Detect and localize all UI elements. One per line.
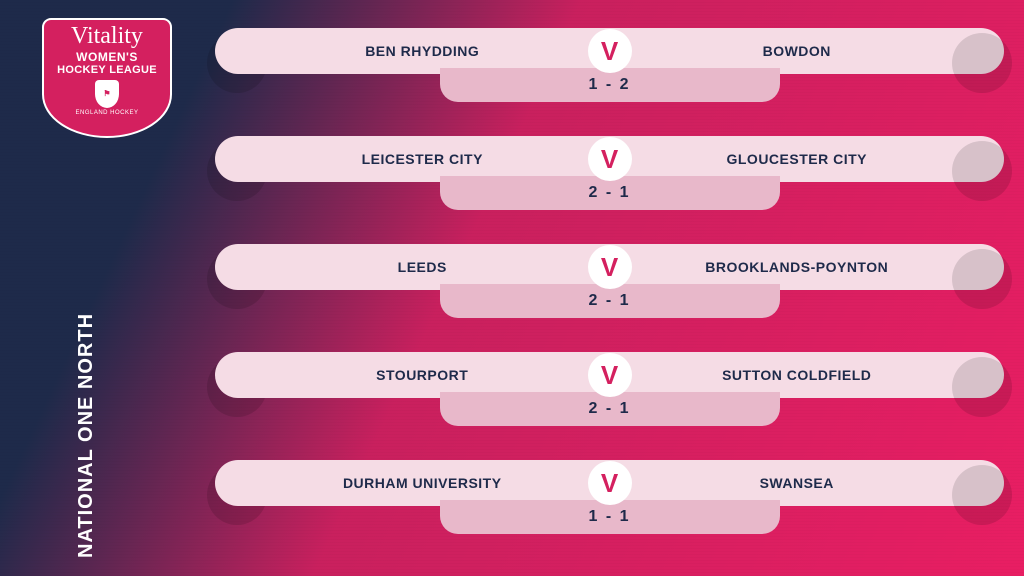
home-team: STOURPORT	[215, 367, 610, 383]
decor-disc-right	[952, 249, 1012, 309]
match-list: BEN RHYDDING BOWDON V 1 - 2 LEICESTER CI…	[215, 28, 1004, 530]
logo-shield: Vitality WOMEN'S HOCKEY LEAGUE ⚑ ENGLAND…	[42, 18, 172, 138]
decor-disc-right	[952, 33, 1012, 93]
home-team: DURHAM UNIVERSITY	[215, 475, 610, 491]
score: 2 - 1	[440, 176, 780, 210]
away-team: GLOUCESTER CITY	[610, 151, 1005, 167]
league-logo: Vitality WOMEN'S HOCKEY LEAGUE ⚑ ENGLAND…	[42, 18, 172, 138]
away-team: SWANSEA	[610, 475, 1005, 491]
logo-line2: HOCKEY LEAGUE	[44, 64, 170, 76]
home-team: LEICESTER CITY	[215, 151, 610, 167]
versus-badge: V	[588, 29, 632, 73]
versus-badge: V	[588, 137, 632, 181]
logo-brand-script: Vitality	[44, 26, 170, 48]
away-team: BOWDON	[610, 43, 1005, 59]
versus-badge: V	[588, 245, 632, 289]
match-row: STOURPORT SUTTON COLDFIELD V 2 - 1	[215, 352, 1004, 422]
away-team: BROOKLANDS-POYNTON	[610, 259, 1005, 275]
decor-disc-right	[952, 141, 1012, 201]
away-team: SUTTON COLDFIELD	[610, 367, 1005, 383]
logo-crest-icon: ⚑	[95, 80, 119, 108]
versus-badge: V	[588, 461, 632, 505]
score: 2 - 1	[440, 392, 780, 426]
home-team: LEEDS	[215, 259, 610, 275]
match-row: DURHAM UNIVERSITY SWANSEA V 1 - 1	[215, 460, 1004, 530]
home-team: BEN RHYDDING	[215, 43, 610, 59]
match-row: LEEDS BROOKLANDS-POYNTON V 2 - 1	[215, 244, 1004, 314]
score: 1 - 1	[440, 500, 780, 534]
match-row: BEN RHYDDING BOWDON V 1 - 2	[215, 28, 1004, 98]
score: 2 - 1	[440, 284, 780, 318]
score: 1 - 2	[440, 68, 780, 102]
heading-sub: NATIONAL ONE NORTH	[75, 313, 98, 558]
versus-badge: V	[588, 353, 632, 397]
logo-line1: WOMEN'S	[44, 50, 170, 64]
logo-federation: ENGLAND HOCKEY	[44, 110, 170, 116]
match-row: LEICESTER CITY GLOUCESTER CITY V 2 - 1	[215, 136, 1004, 206]
decor-disc-right	[952, 357, 1012, 417]
decor-disc-right	[952, 465, 1012, 525]
